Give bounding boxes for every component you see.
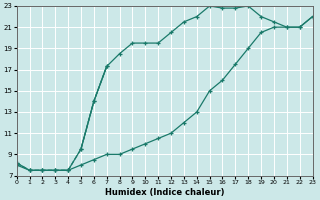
X-axis label: Humidex (Indice chaleur): Humidex (Indice chaleur) (105, 188, 224, 197)
